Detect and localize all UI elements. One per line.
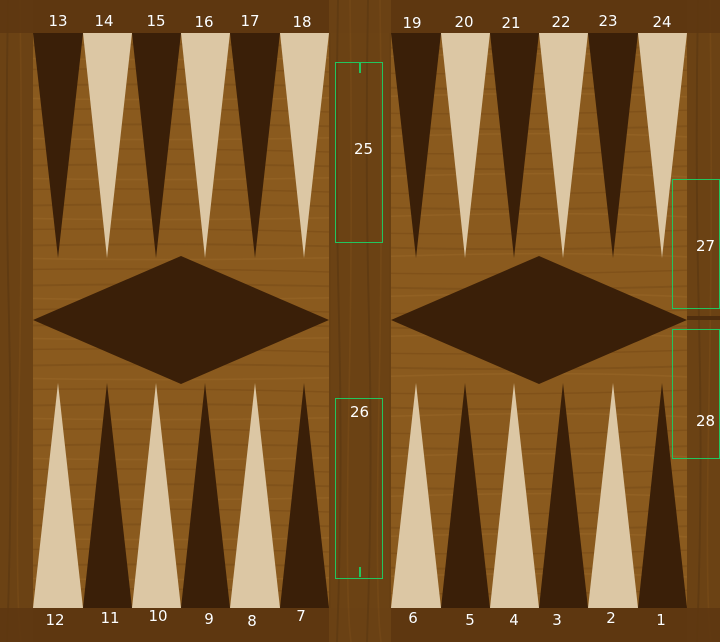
point-label-14: 14 — [94, 12, 114, 30]
bar-zone-top-label: 25 — [354, 140, 374, 158]
right-rail — [687, 0, 720, 642]
left-center-diamond — [33, 256, 329, 384]
bearoff-zone-bottom-label: 28 — [696, 412, 716, 430]
point-label-21: 21 — [501, 14, 521, 32]
point-22[interactable] — [539, 33, 588, 258]
point-7[interactable] — [280, 383, 329, 608]
point-18[interactable] — [280, 33, 329, 258]
bar-zone-bottom-label: 26 — [350, 403, 370, 421]
bar-zone-bottom-tick — [359, 567, 361, 577]
point-label-19: 19 — [402, 14, 422, 32]
point-label-9: 9 — [204, 610, 214, 628]
point-label-8: 8 — [247, 612, 257, 630]
bearoff-zone-bottom[interactable]: 28 — [672, 329, 720, 459]
point-label-5: 5 — [465, 611, 475, 629]
point-label-23: 23 — [598, 12, 618, 30]
point-19[interactable] — [391, 33, 441, 258]
left-rail — [0, 0, 33, 642]
bearoff-zone-top[interactable]: 27 — [672, 179, 720, 309]
point-label-6: 6 — [408, 609, 418, 627]
point-11[interactable] — [83, 383, 132, 608]
point-17[interactable] — [230, 33, 280, 258]
point-20[interactable] — [441, 33, 490, 258]
point-label-1: 1 — [656, 611, 666, 629]
point-label-4: 4 — [509, 611, 519, 629]
bearoff-zone-top-label: 27 — [696, 237, 716, 255]
point-label-17: 17 — [240, 12, 260, 30]
point-16[interactable] — [181, 33, 230, 258]
right-center-diamond — [391, 256, 687, 384]
point-8[interactable] — [230, 383, 280, 608]
point-label-13: 13 — [48, 12, 68, 30]
point-4[interactable] — [490, 383, 539, 608]
point-23[interactable] — [588, 33, 638, 258]
point-13[interactable] — [33, 33, 83, 258]
point-2[interactable] — [588, 383, 638, 608]
point-label-16: 16 — [194, 13, 214, 31]
point-label-10: 10 — [148, 607, 168, 625]
point-label-22: 22 — [551, 13, 571, 31]
point-5[interactable] — [441, 383, 490, 608]
point-24[interactable] — [638, 33, 687, 258]
bar-zone-top-tick — [359, 63, 361, 73]
point-label-12: 12 — [45, 611, 65, 629]
point-14[interactable] — [83, 33, 132, 258]
point-label-15: 15 — [146, 12, 166, 30]
point-3[interactable] — [539, 383, 588, 608]
point-label-20: 20 — [454, 13, 474, 31]
point-label-24: 24 — [652, 13, 672, 31]
bar-zone-top[interactable]: 25 — [335, 62, 383, 243]
point-10[interactable] — [132, 383, 181, 608]
point-label-2: 2 — [606, 609, 616, 627]
point-label-11: 11 — [100, 609, 120, 627]
point-9[interactable] — [181, 383, 230, 608]
point-label-3: 3 — [552, 611, 562, 629]
point-15[interactable] — [132, 33, 181, 258]
point-12[interactable] — [33, 383, 83, 608]
point-1[interactable] — [638, 383, 687, 608]
bar-zone-bottom[interactable]: 26 — [335, 398, 383, 579]
point-21[interactable] — [490, 33, 539, 258]
point-label-18: 18 — [292, 13, 312, 31]
point-label-7: 7 — [296, 607, 306, 625]
point-6[interactable] — [391, 383, 441, 608]
